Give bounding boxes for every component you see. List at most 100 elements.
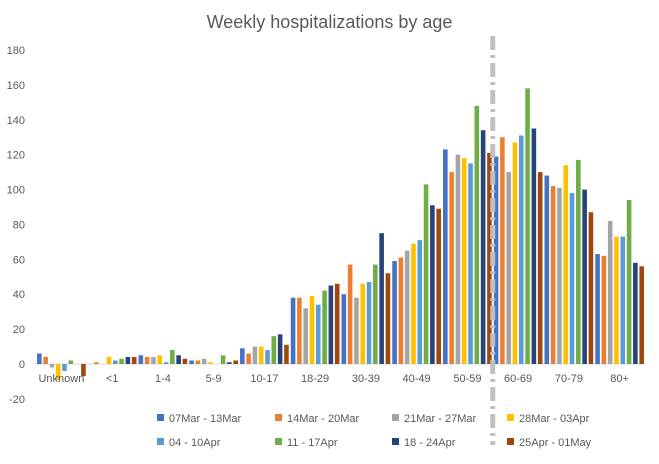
legend-label: 21Mar - 27Mar: [404, 413, 476, 425]
x-tick-label: 18-29: [301, 373, 329, 385]
bar-50-59-07Mar - 13Mar: [443, 149, 448, 364]
bar-70-79-14Mar - 20Mar: [550, 186, 556, 364]
x-tick-label: 60-69: [504, 373, 532, 385]
legend-swatch: [507, 414, 514, 421]
bar-18-29-11 - 17Apr: [322, 290, 327, 364]
bar-5-9-14Mar - 20Mar: [195, 360, 201, 364]
y-tick-label: 60: [13, 254, 25, 266]
bar-50-59-18 - 24Apr: [480, 130, 486, 364]
bar-5-9-18 - 24Apr: [227, 362, 232, 364]
bar-40-49-11 - 17Apr: [423, 184, 429, 364]
bar-40-49-04 - 10Apr: [417, 240, 423, 364]
bar-60-69-07Mar - 13Mar: [493, 156, 499, 364]
bar-30-39-25Apr - 01May: [385, 273, 391, 364]
x-tick-label: 1-4: [155, 373, 171, 385]
bar-60-69-04 - 10Apr: [518, 135, 524, 364]
bar-60-69-18 - 24Apr: [531, 128, 537, 364]
bar-18-29-25Apr - 01May: [334, 283, 340, 364]
legend-label: 25Apr - 01May: [519, 437, 592, 449]
bar-40-49-14Mar - 20Mar: [398, 257, 404, 364]
bar-40-49-25Apr - 01May: [436, 208, 441, 364]
bar-60-69-21Mar - 27Mar: [506, 172, 511, 364]
bar-18-29-18 - 24Apr: [328, 285, 334, 364]
bar-30-39-14Mar - 20Mar: [347, 264, 353, 364]
bar-80+-28Mar - 03Apr: [614, 236, 619, 364]
bar-50-59-04 - 10Apr: [468, 163, 473, 364]
bar-10-17-18 - 24Apr: [277, 334, 283, 364]
bar-<1-14Mar - 20Mar: [94, 362, 99, 364]
bar-Unknown-28Mar - 03Apr: [55, 364, 61, 380]
x-tick-label: 70-79: [555, 373, 583, 385]
x-tick-label: 10-17: [250, 373, 278, 385]
legend: 07Mar - 13Mar 14Mar - 20Mar 21Mar - 27Mar 2…: [157, 413, 592, 449]
x-tick-label: 80+: [610, 373, 629, 385]
legend-label: 18 - 24Apr: [404, 437, 456, 449]
bar-5-9-07Mar - 13Mar: [189, 360, 194, 364]
bar-Unknown-07Mar - 13Mar: [37, 353, 42, 364]
legend-swatch: [157, 414, 164, 421]
bar-1-4-28Mar - 03Apr: [157, 355, 163, 364]
x-tick-label: 5-9: [206, 373, 222, 385]
plot-area: [36, 36, 645, 445]
bar-40-49-18 - 24Apr: [430, 205, 435, 364]
bar-30-39-11 - 17Apr: [373, 264, 378, 364]
y-tick-label: 20: [13, 324, 25, 336]
bar-10-17-14Mar - 20Mar: [246, 353, 251, 364]
bar-60-69-14Mar - 20Mar: [500, 137, 505, 364]
legend-swatch: [507, 438, 514, 445]
bar-70-79-11 - 17Apr: [576, 159, 581, 364]
bar-1-4-21Mar - 27Mar: [151, 357, 156, 364]
bar-5-9-25Apr - 01May: [233, 360, 238, 364]
chart-title: Weekly hospitalizations by age: [207, 12, 453, 32]
bar-80+-25Apr - 01May: [639, 266, 644, 364]
bar-30-39-18 - 24Apr: [379, 233, 384, 364]
bar-50-59-21Mar - 27Mar: [455, 154, 461, 364]
bar-<1-11 - 17Apr: [119, 358, 124, 364]
bar-70-79-18 - 24Apr: [582, 189, 587, 364]
legend-swatch: [275, 414, 282, 421]
bar-30-39-04 - 10Apr: [366, 282, 372, 364]
x-tick-label: Unknown: [38, 373, 84, 385]
bar-Unknown-04 - 10Apr: [62, 364, 67, 371]
bar-1-4-25Apr - 01May: [182, 358, 188, 364]
bar-40-49-21Mar - 27Mar: [404, 250, 410, 364]
y-tick-label: 180: [7, 45, 25, 57]
y-tick-label: 80: [13, 219, 25, 231]
bar-<1-18 - 24Apr: [125, 357, 131, 364]
bar-50-59-11 - 17Apr: [474, 105, 480, 364]
legend-label: 04 - 10Apr: [169, 437, 221, 449]
y-tick-label: -20: [9, 394, 25, 406]
legend-swatch: [157, 438, 164, 445]
bar-18-29-04 - 10Apr: [315, 304, 321, 364]
bar-10-17-04 - 10Apr: [265, 350, 270, 364]
bar-30-39-21Mar - 27Mar: [354, 297, 359, 364]
bar-10-17-21Mar - 27Mar: [252, 346, 258, 364]
bar-18-29-07Mar - 13Mar: [290, 297, 296, 364]
bar-5-9-21Mar - 27Mar: [201, 358, 207, 364]
bar-10-17-11 - 17Apr: [271, 336, 277, 364]
bar-10-17-07Mar - 13Mar: [240, 348, 245, 364]
bar-50-59-25Apr - 01May: [487, 152, 492, 364]
x-tick-label: <1: [106, 373, 119, 385]
bar-60-69-11 - 17Apr: [525, 88, 530, 364]
y-tick-label: 160: [7, 80, 25, 92]
bar-1-4-11 - 17Apr: [170, 350, 175, 364]
bar-60-69-28Mar - 03Apr: [512, 142, 518, 364]
y-tick-label: 0: [19, 359, 25, 371]
x-tick-label: 30-39: [352, 373, 380, 385]
legend-label: 28Mar - 03Apr: [519, 413, 590, 425]
bar-Unknown-11 - 17Apr: [68, 360, 74, 364]
y-axis: -20 0 20 40 60 80 100 120 140 160 180: [7, 45, 25, 406]
bar-30-39-07Mar - 13Mar: [341, 294, 347, 364]
bar-10-17-25Apr - 01May: [284, 344, 289, 364]
y-tick-label: 100: [7, 185, 25, 197]
bar-50-59-28Mar - 03Apr: [461, 158, 467, 364]
y-tick-label: 140: [7, 115, 25, 127]
y-tick-label: 120: [7, 150, 25, 162]
bar-10-17-28Mar - 03Apr: [258, 346, 264, 364]
bar-70-79-28Mar - 03Apr: [563, 165, 569, 364]
bar-1-4-07Mar - 13Mar: [138, 355, 144, 364]
bar-80+-18 - 24Apr: [633, 262, 638, 364]
legend-swatch: [392, 414, 399, 421]
x-tick-label: 50-59: [453, 373, 481, 385]
